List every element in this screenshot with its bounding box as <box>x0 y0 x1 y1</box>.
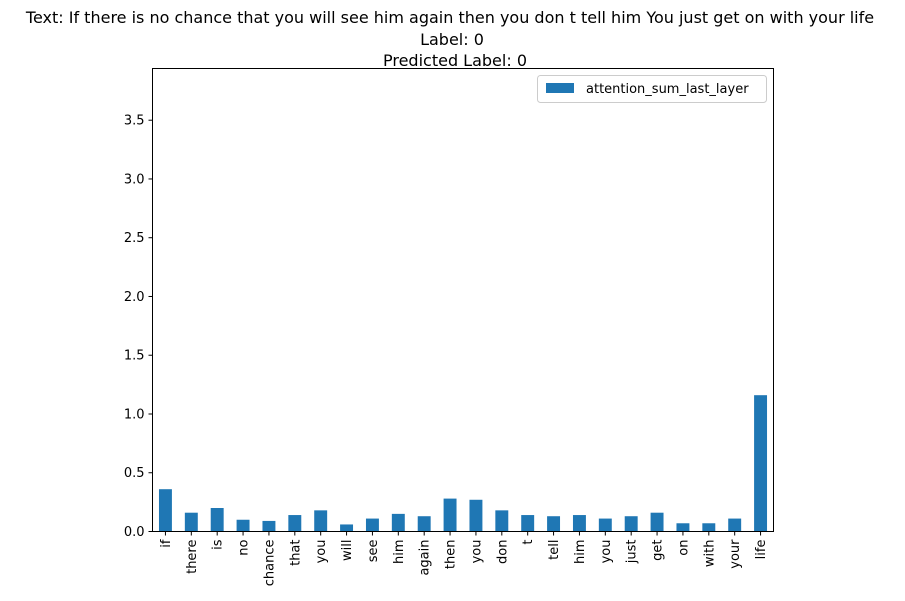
bar-5 <box>288 515 302 532</box>
bar-8 <box>365 518 379 532</box>
chart-title: Text: If there is no chance that you wil… <box>25 8 874 70</box>
legend-swatch <box>546 83 574 93</box>
bar-21 <box>702 523 716 532</box>
x-tick-label-19: get <box>651 540 666 561</box>
legend: attention_sum_last_layer <box>537 75 767 103</box>
x-tick-label-13: don <box>495 540 510 564</box>
x-tick-label-3: no <box>237 539 252 555</box>
bar-13 <box>495 510 509 532</box>
bar-7 <box>340 524 354 532</box>
x-tick-label-22: your <box>728 539 743 569</box>
x-tick-label-6: you <box>314 540 329 564</box>
y-tick-label-4: 2.0 <box>124 290 145 305</box>
x-tick-label-12: you <box>469 540 484 564</box>
y-tick-label-7: 3.5 <box>124 114 145 129</box>
x-tick-label-20: on <box>676 540 691 556</box>
bar-11 <box>443 498 457 532</box>
title-line-3: Predicted Label: 0 <box>383 51 527 70</box>
title-line-2: Label: 0 <box>420 30 484 49</box>
x-tick-label-21: with <box>702 540 717 568</box>
bar-15 <box>547 516 561 532</box>
bar-0 <box>158 489 172 532</box>
y-tick-label-5: 2.5 <box>124 231 145 246</box>
x-tick-label-1: there <box>185 540 200 574</box>
bar-16 <box>572 515 586 532</box>
y-tick-label-6: 3.0 <box>124 172 145 187</box>
bar-18 <box>624 516 638 532</box>
y-tick-label-1: 0.5 <box>124 466 145 481</box>
x-tick-label-17: you <box>599 540 614 564</box>
bar-12 <box>469 499 483 532</box>
x-tick-label-4: chance <box>262 540 277 587</box>
x-tick-label-9: him <box>392 540 407 565</box>
bar-19 <box>650 512 664 532</box>
title-line-1: Text: If there is no chance that you wil… <box>25 8 874 27</box>
x-tick-label-10: again <box>418 540 433 576</box>
x-tick-label-2: is <box>211 539 226 550</box>
x-tick-label-16: him <box>573 540 588 565</box>
plot-frame <box>152 68 774 532</box>
x-tick-label-23: life <box>754 540 769 560</box>
bar-4 <box>262 520 276 532</box>
x-tick-label-15: tell <box>547 540 562 560</box>
x-tick-label-8: see <box>366 540 381 563</box>
bar-20 <box>676 523 690 532</box>
bar-9 <box>391 513 405 532</box>
x-tick-label-14: t <box>521 540 536 545</box>
bar-10 <box>417 516 431 532</box>
x-axis-ticks: if there is no chance that you will see him again t… <box>159 531 769 587</box>
legend-box <box>537 75 767 103</box>
bar-14 <box>521 515 535 532</box>
x-tick-label-0: if <box>159 539 174 548</box>
bars <box>158 395 768 532</box>
y-tick-label-2: 1.0 <box>124 407 145 422</box>
y-axis-ticks: 0.0 0.5 1.0 1.5 2.0 2.5 3.0 3.5 <box>124 114 153 540</box>
bar-22 <box>728 518 742 532</box>
bar-17 <box>598 518 612 532</box>
bar-6 <box>314 510 328 532</box>
legend-label: attention_sum_last_layer <box>586 82 749 97</box>
x-tick-label-18: just <box>625 540 640 565</box>
x-tick-label-5: that <box>288 540 303 566</box>
bar-23 <box>754 395 768 532</box>
y-tick-label-0: 0.0 <box>124 525 145 540</box>
y-tick-label-3: 1.5 <box>124 349 145 364</box>
x-tick-label-7: will <box>340 540 355 561</box>
x-tick-label-11: then <box>444 540 459 570</box>
bar-2 <box>210 508 224 532</box>
bar-3 <box>236 519 250 532</box>
bar-1 <box>184 512 198 532</box>
